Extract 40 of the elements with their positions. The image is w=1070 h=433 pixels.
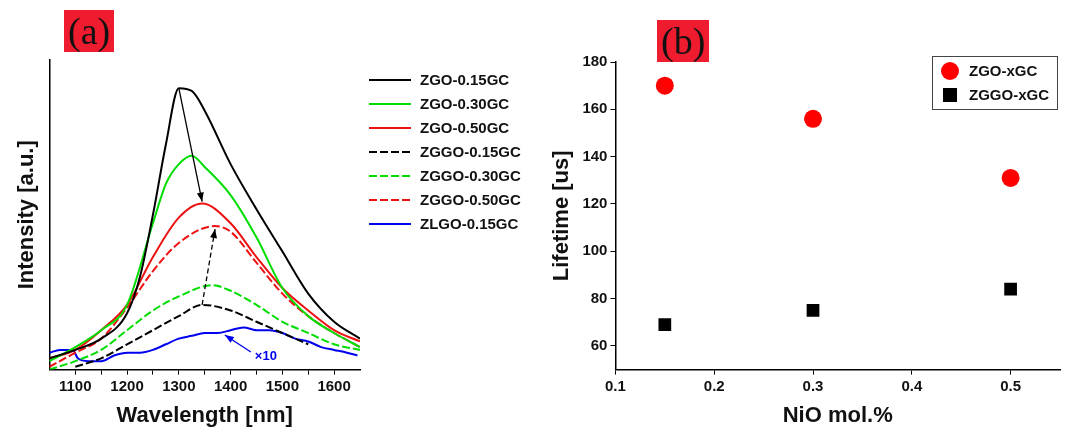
point (1001, 168, 1020, 187)
y-tick-label: 100 (582, 241, 608, 259)
y-tick-label: 180 (582, 52, 608, 70)
point (658, 318, 672, 332)
legend-label: ZGO-0.50GC (420, 118, 510, 138)
legend-label: ZGO-xGC (968, 61, 1038, 81)
x-tick-label: 0.4 (901, 376, 923, 394)
point (804, 109, 823, 128)
legend-label: ZGGO-0.50GC (420, 190, 521, 210)
legend-label: ZGO-0.30GC (420, 94, 510, 114)
legend-label: ZLGO-0.15GC (420, 214, 519, 234)
x-tick-label: 1100 (59, 376, 92, 394)
chart-title: (b) (657, 20, 710, 62)
y-axis-title: Intensity [a.u.] (13, 140, 39, 290)
x-tick-label: 1200 (110, 376, 144, 394)
x-tick-label: 1300 (162, 376, 196, 394)
point (806, 304, 820, 317)
legend-label: ZGO-0.15GC (420, 70, 510, 90)
y-tick-label: 120 (582, 194, 608, 212)
y-tick-label: 80 (590, 288, 608, 306)
point (1004, 282, 1017, 296)
y-tick-label: 60 (590, 336, 608, 354)
legend-label: ZGGO-0.30GC (420, 166, 521, 186)
y-tick-label: 160 (582, 99, 608, 117)
x-tick-label: 0.1 (605, 376, 626, 394)
x-tick-label: 1500 (265, 376, 300, 394)
point (655, 76, 674, 95)
chart-title: (a) (64, 10, 115, 52)
annotation: ×10 (254, 348, 277, 364)
y-tick-label: 140 (582, 146, 608, 164)
legend-label: ZGGO-xGC (968, 85, 1049, 105)
x-tick-label: 1600 (317, 376, 351, 394)
legend-label: ZGGO-0.15GC (420, 142, 521, 162)
x-tick-label: 1400 (213, 376, 248, 394)
x-tick-label: 0.2 (703, 376, 725, 394)
x-tick-label: 0.5 (1000, 376, 1022, 394)
x-axis-title: Wavelength [nm] (116, 401, 293, 427)
x-tick-label: 0.3 (802, 376, 824, 394)
x-axis-title: NiO mol.% (782, 401, 893, 427)
y-axis-title: Lifetime [us] (548, 150, 574, 282)
